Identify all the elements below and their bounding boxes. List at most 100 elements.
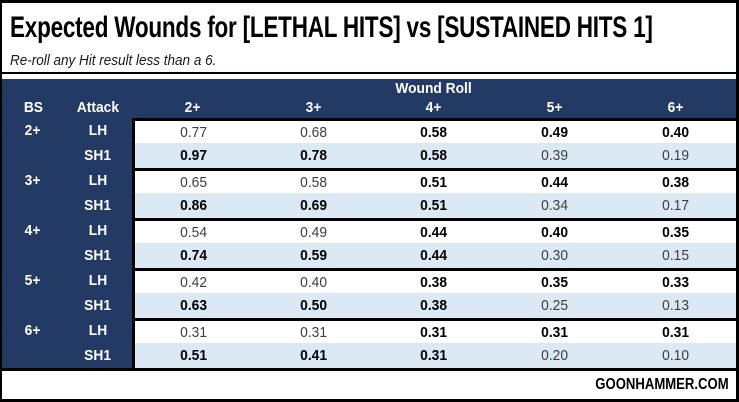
wound-roll-group-header: Wound Roll — [132, 79, 736, 97]
value-cell-label: 0.31 — [180, 323, 208, 341]
value-cell: 0.13 — [615, 293, 736, 318]
value-cell: 0.68 — [252, 118, 374, 143]
value-cell-label: 0.38 — [662, 173, 690, 191]
attack-cell: LH — [64, 118, 132, 143]
value-cell: 0.33 — [615, 268, 736, 293]
value-cell-label: 0.10 — [662, 347, 690, 364]
attack-cell: LH — [64, 168, 132, 193]
value-cell-label: 0.78 — [299, 147, 327, 164]
bs-cell-label: 6+ — [25, 322, 41, 339]
value-cell: 0.77 — [132, 118, 253, 143]
value-cell-label: 0.49 — [541, 123, 569, 141]
value-cell-label: 0.42 — [180, 273, 208, 291]
value-cell: 0.40 — [494, 218, 616, 243]
attack-cell-label: LH — [88, 222, 108, 239]
value-cell: 0.42 — [132, 268, 253, 293]
value-cell-label: 0.31 — [420, 347, 448, 364]
value-cell-label: 0.34 — [541, 197, 569, 214]
value-cell-label: 0.31 — [299, 323, 327, 341]
column-header-bs-label: BS — [23, 99, 43, 116]
value-cell-label: 0.59 — [299, 247, 327, 264]
value-cell: 0.25 — [494, 293, 616, 318]
value-cell: 0.78 — [252, 143, 374, 168]
table-corner-cell — [2, 79, 132, 97]
column-header-6plus-label: 6+ — [667, 99, 684, 116]
value-cell: 0.44 — [494, 168, 616, 193]
value-cell: 0.44 — [373, 218, 495, 243]
bs-cell — [2, 343, 64, 368]
value-cell-label: 0.40 — [299, 273, 327, 291]
attack-cell: LH — [64, 268, 132, 293]
column-header-attack: Attack — [64, 97, 132, 118]
value-cell-label: 0.35 — [541, 273, 569, 291]
column-header-5plus-label: 5+ — [546, 99, 563, 116]
value-cell: 0.65 — [132, 168, 253, 193]
value-cell: 0.59 — [252, 243, 374, 268]
brand-watermark: GOONHAMMER.COM — [595, 376, 729, 393]
value-cell-label: 0.15 — [662, 247, 690, 264]
attack-cell-label: LH — [88, 172, 108, 189]
bs-cell — [2, 143, 64, 168]
value-cell: 0.31 — [373, 318, 495, 343]
bs-cell-label: 3+ — [25, 172, 41, 189]
value-cell: 0.10 — [615, 343, 736, 368]
value-cell-label: 0.38 — [420, 297, 448, 314]
attack-cell: LH — [64, 318, 132, 343]
value-cell-label: 0.50 — [299, 297, 327, 314]
value-cell-label: 0.19 — [662, 147, 690, 164]
column-header-2plus: 2+ — [132, 97, 253, 118]
bs-cell: 6+ — [2, 318, 64, 343]
attack-cell-label: SH1 — [84, 147, 112, 164]
attack-cell: SH1 — [64, 243, 132, 268]
column-header-6plus: 6+ — [615, 97, 736, 118]
attack-cell: SH1 — [64, 193, 132, 218]
attack-cell-label: LH — [88, 322, 108, 339]
value-cell: 0.31 — [252, 318, 374, 343]
expected-wounds-table: Wound Roll BS Attack 2+ 3+ 4+ 5+ 6+ 2+ LH 0.77 0.6… — [2, 79, 736, 368]
value-cell-label: 0.39 — [541, 147, 569, 164]
attack-cell-label: SH1 — [84, 197, 112, 214]
value-cell: 0.54 — [132, 218, 253, 243]
attack-cell: LH — [64, 218, 132, 243]
wound-roll-label: Wound Roll — [395, 79, 473, 97]
value-cell-label: 0.41 — [299, 347, 327, 364]
page-title: Expected Wounds for [LETHAL HITS] vs [SU… — [10, 11, 653, 44]
value-cell-label: 0.58 — [299, 173, 327, 191]
value-cell-label: 0.68 — [299, 123, 327, 141]
value-cell: 0.38 — [615, 168, 736, 193]
bs-cell-label: 4+ — [25, 222, 41, 239]
bs-cell-label: 2+ — [25, 122, 41, 139]
attack-cell-label: SH1 — [84, 297, 112, 314]
value-cell: 0.31 — [494, 318, 616, 343]
value-cell-label: 0.49 — [299, 223, 327, 241]
attack-cell: SH1 — [64, 143, 132, 168]
value-cell-label: 0.35 — [662, 223, 690, 241]
value-cell-label: 0.51 — [420, 173, 448, 191]
value-cell-label: 0.44 — [420, 223, 448, 241]
column-header-bs: BS — [2, 97, 64, 118]
value-cell-label: 0.58 — [420, 123, 448, 141]
bs-cell: 4+ — [2, 218, 64, 243]
value-cell: 0.35 — [494, 268, 616, 293]
value-cell: 0.31 — [373, 343, 495, 368]
value-cell: 0.41 — [252, 343, 374, 368]
value-cell-label: 0.33 — [662, 273, 690, 291]
value-cell-label: 0.30 — [541, 247, 569, 264]
value-cell-label: 0.31 — [541, 323, 569, 341]
value-cell: 0.31 — [132, 318, 253, 343]
value-cell-label: 0.44 — [420, 247, 448, 264]
bs-cell — [2, 193, 64, 218]
value-cell: 0.39 — [494, 143, 616, 168]
value-cell: 0.97 — [132, 143, 253, 168]
value-cell-label: 0.40 — [662, 123, 690, 141]
value-cell-label: 0.44 — [541, 173, 569, 191]
attack-cell-label: LH — [88, 272, 108, 289]
value-cell-label: 0.17 — [662, 197, 690, 214]
value-cell: 0.38 — [373, 293, 495, 318]
value-cell: 0.69 — [252, 193, 374, 218]
column-header-4plus: 4+ — [373, 97, 495, 118]
value-cell: 0.20 — [494, 343, 616, 368]
column-header-attack-label: Attack — [76, 99, 120, 116]
value-cell-label: 0.86 — [180, 197, 208, 214]
